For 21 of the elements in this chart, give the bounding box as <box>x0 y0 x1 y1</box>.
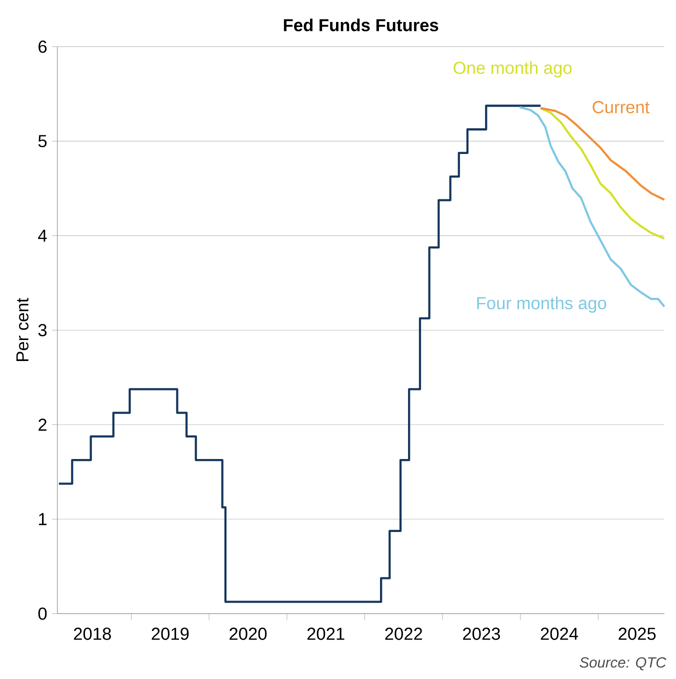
series-label: Current <box>592 101 650 114</box>
text: One month ago <box>453 61 572 78</box>
source-note: Source: QTC <box>580 657 666 670</box>
chart-title: Fed Funds Futures <box>284 18 438 32</box>
y-tick-label: 4 <box>38 230 47 242</box>
y-tick-label: 5 <box>38 135 46 148</box>
y-axis-title: Per cent <box>16 298 28 362</box>
x-tick-label: 2019 <box>152 628 189 640</box>
y-tick-label: 3 <box>38 324 46 336</box>
y-tick-label: 2 <box>38 418 46 431</box>
x-tick-label: 2024 <box>540 628 578 640</box>
x-tick-label: 2022 <box>385 628 422 640</box>
x-tick-label: 2020 <box>229 628 266 640</box>
x-tick-label: 2018 <box>74 628 111 640</box>
y-tick-label: 6 <box>38 40 46 53</box>
x-tick-label: 2023 <box>462 628 500 640</box>
series-label: Four months ago <box>477 296 606 313</box>
y-tick-label: 1 <box>38 513 46 526</box>
x-tick-label: 2025 <box>618 628 656 640</box>
x-tick-label: 2021 <box>307 628 344 640</box>
y-tick-label: 0 <box>38 607 47 620</box>
